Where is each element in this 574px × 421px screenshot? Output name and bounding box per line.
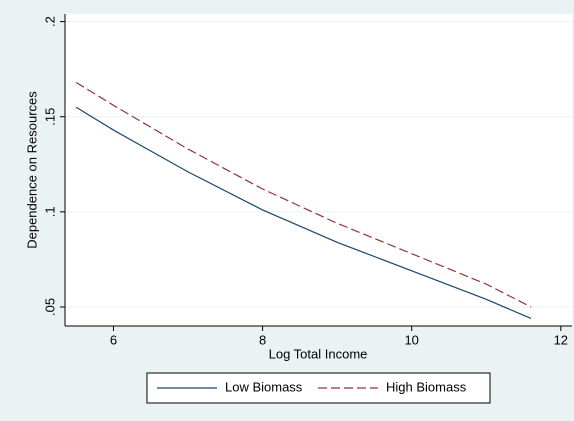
x-axis-label: Log Total Income <box>269 346 368 361</box>
x-tick-label: 10 <box>404 332 418 347</box>
y-tick-label: .05 <box>42 298 57 316</box>
y-tick-label: .15 <box>42 108 57 126</box>
data-line <box>75 81 532 308</box>
legend-label: Low Biomass <box>225 379 303 394</box>
y-axis-label: Dependence on Resources <box>24 91 39 249</box>
legend-label: High Biomass <box>386 379 467 394</box>
y-tick-label: .2 <box>42 16 57 27</box>
x-tick-label: 12 <box>554 332 568 347</box>
y-tick-label: .1 <box>42 206 57 217</box>
x-tick-label: 8 <box>259 332 266 347</box>
data-line <box>75 106 532 319</box>
x-tick-label: 6 <box>110 332 117 347</box>
plot-area <box>65 14 572 326</box>
